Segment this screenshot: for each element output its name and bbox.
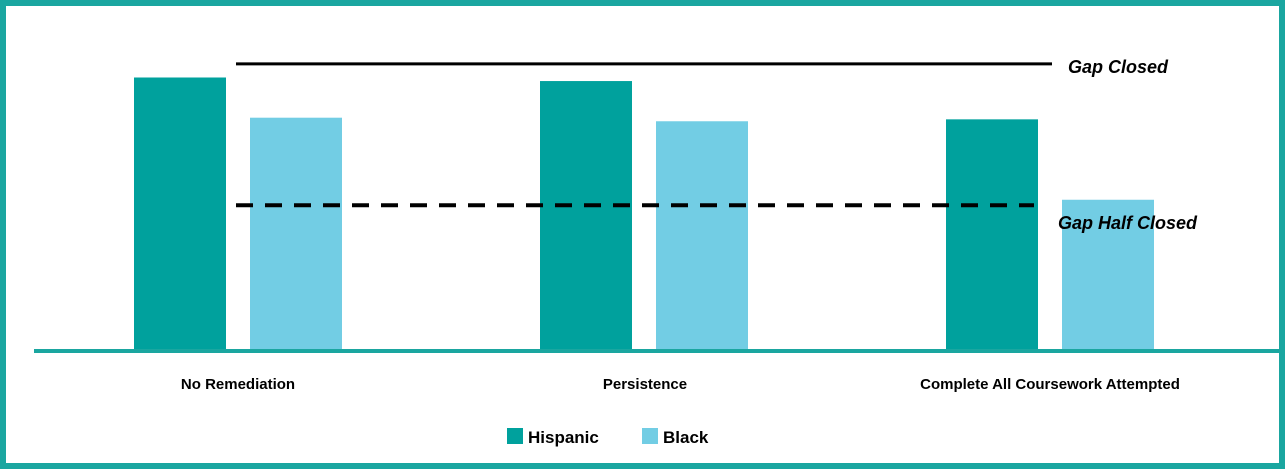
bar-hispanic-1 bbox=[540, 81, 632, 352]
bar-hispanic-0 bbox=[134, 77, 226, 351]
bar-black-1 bbox=[656, 121, 748, 351]
category-labels-group: No Remediation Persistence Complete All … bbox=[181, 376, 1180, 393]
gap-closed-label: Gap Closed bbox=[1068, 57, 1169, 77]
legend-swatch-black bbox=[642, 428, 658, 444]
category-label-complete-coursework: Complete All Coursework Attempted bbox=[920, 376, 1180, 393]
gap-half-closed-label: Gap Half Closed bbox=[1058, 213, 1198, 233]
category-label-persistence: Persistence bbox=[603, 376, 687, 393]
bar-black-0 bbox=[250, 117, 342, 351]
bar-black-2 bbox=[1062, 199, 1154, 351]
reference-lines-group: Gap Closed Gap Half Closed bbox=[236, 57, 1198, 233]
bar-hispanic-2 bbox=[946, 119, 1038, 351]
legend-label-black: Black bbox=[663, 428, 709, 447]
category-label-no-remediation: No Remediation bbox=[181, 376, 295, 393]
legend-swatch-hispanic bbox=[507, 428, 523, 444]
legend: Hispanic Black bbox=[507, 428, 709, 447]
legend-label-hispanic: Hispanic bbox=[528, 428, 599, 447]
bars-group bbox=[134, 77, 1154, 352]
